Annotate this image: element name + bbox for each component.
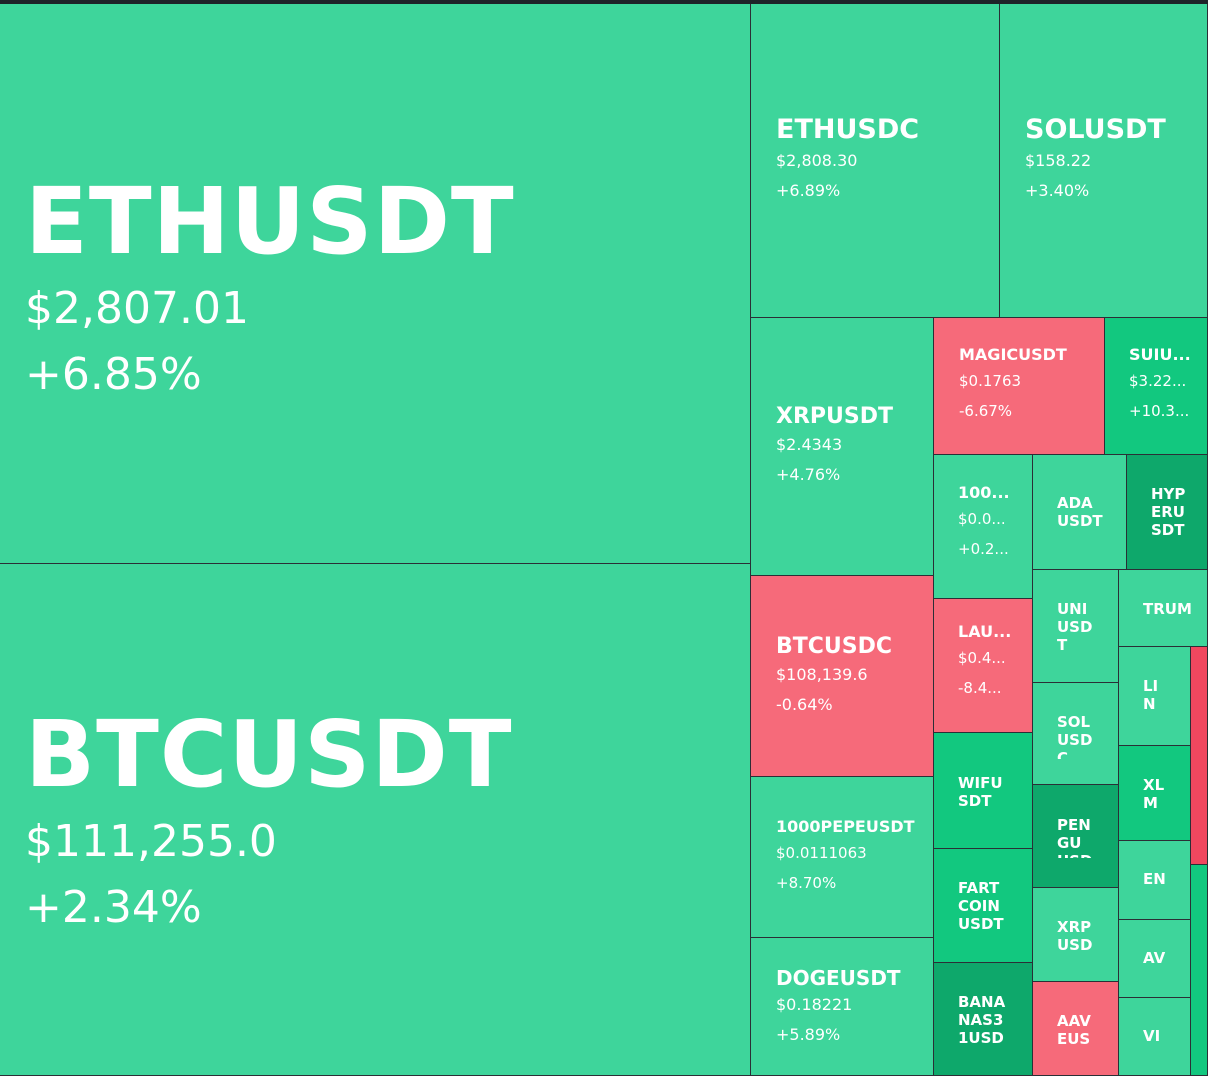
tile-symbol: SOL USD C — [1057, 713, 1093, 759]
tile-change: +10.3... — [1129, 401, 1190, 420]
tile-symbol: 1000PEPEUSDT — [776, 817, 915, 836]
tile-ethusdc[interactable]: ETHUSDC $2,808.30 +6.89% — [751, 4, 1000, 318]
tile-symbol: MAGICUSDT — [959, 345, 1067, 364]
tile-symbol: LAU... — [958, 622, 1012, 641]
tile-red-edge[interactable] — [1191, 647, 1208, 865]
tile-symbol: VI — [1143, 1027, 1161, 1045]
tile-symbol: UNI USD T — [1057, 600, 1093, 654]
tile-symbol: SOLUSDT — [1025, 114, 1166, 145]
tile-link[interactable]: LI N — [1119, 647, 1191, 746]
tile-solusdc[interactable]: SOL USD C — [1033, 683, 1119, 785]
tile-ethusdt[interactable]: ETHUSDT $2,807.01 +6.85% — [0, 4, 751, 564]
tile-magicusdt[interactable]: MAGICUSDT $0.1763 -6.67% — [934, 318, 1105, 455]
tile-solusdt[interactable]: SOLUSDT $158.22 +3.40% — [1000, 4, 1208, 318]
tile-price: $0.0111063 — [776, 843, 867, 862]
tile-change: +6.89% — [776, 181, 841, 201]
tile-pengu[interactable]: PEN GU USD — [1033, 785, 1119, 888]
tile-symbol: HYP ERU SDT — [1151, 485, 1186, 539]
tile-symbol: XRPUSDT — [776, 404, 894, 429]
tile-xlm[interactable]: XL M — [1119, 746, 1191, 841]
tile-symbol: AV — [1143, 949, 1166, 967]
tile-symbol: ETHUSDT — [25, 176, 515, 268]
tile-green-edge[interactable] — [1191, 865, 1208, 1076]
tile-uniusdt[interactable]: UNI USD T — [1033, 570, 1119, 683]
tile-suiusdt[interactable]: SUIU... $3.22... +10.3... — [1105, 318, 1208, 455]
tile-symbol: AAV EUS — [1057, 1012, 1091, 1048]
tile-price: $0.18221 — [776, 995, 853, 1014]
tile-symbol: FART COIN USDT — [958, 879, 1004, 933]
tile-price: $2,808.30 — [776, 151, 858, 171]
tile-price: $111,255.0 — [25, 816, 277, 867]
tile-symbol: XL M — [1143, 776, 1165, 812]
tile-ena[interactable]: EN — [1119, 841, 1191, 920]
tile-change: +4.76% — [776, 465, 841, 485]
tile-aaveusdt[interactable]: AAV EUS — [1033, 982, 1119, 1076]
tile-symbol: BANA NAS3 1USD — [958, 993, 1006, 1047]
tile-hyperusdt[interactable]: HYP ERU SDT — [1127, 455, 1208, 570]
tile-symbol: TRUM — [1143, 600, 1192, 618]
tile-launch[interactable]: LAU... $0.4... -8.4... — [934, 599, 1033, 733]
tile-symbol: ETHUSDC — [776, 114, 920, 145]
tile-symbol: 100... — [958, 483, 1010, 502]
tile-symbol: BTCUSDT — [25, 709, 513, 801]
tile-price: $158.22 — [1025, 151, 1092, 171]
tile-change: -0.64% — [776, 695, 833, 715]
tile-symbol: XRP USD — [1057, 918, 1093, 954]
tile-change: +6.85% — [25, 349, 202, 400]
tile-change: +3.40% — [1025, 181, 1090, 201]
tile-price: $2,807.01 — [25, 283, 249, 334]
tile-symbol: SUIU... — [1129, 345, 1191, 364]
tile-virtual[interactable]: VI — [1119, 998, 1191, 1076]
tile-symbol: BTCUSDC — [776, 634, 893, 659]
tile-change: +8.70% — [776, 873, 837, 892]
tile-100[interactable]: 100... $0.0... +0.2... — [934, 455, 1033, 599]
tile-wifusdt[interactable]: WIFU SDT — [934, 733, 1033, 849]
tile-symbol: ADA USDT — [1057, 494, 1103, 530]
top-border — [0, 0, 1208, 4]
tile-symbol: WIFU SDT — [958, 774, 1003, 810]
tile-fartcoin[interactable]: FART COIN USDT — [934, 849, 1033, 963]
tile-btcusdc[interactable]: BTCUSDC $108,139.6 -0.64% — [751, 576, 934, 777]
tile-price: $3.22... — [1129, 371, 1187, 390]
tile-change: +2.34% — [25, 882, 202, 933]
tile-change: -8.4... — [958, 678, 1002, 697]
tile-change: -6.67% — [959, 401, 1013, 420]
tile-symbol: LI N — [1143, 677, 1159, 713]
tile-symbol: EN — [1143, 870, 1166, 888]
tile-price: $108,139.6 — [776, 665, 868, 685]
tile-xrpusdt[interactable]: XRPUSDT $2.4343 +4.76% — [751, 318, 934, 576]
tile-xrpusdc[interactable]: XRP USD — [1033, 888, 1119, 982]
tile-adausdt[interactable]: ADA USDT — [1033, 455, 1127, 570]
tile-avax[interactable]: AV — [1119, 920, 1191, 998]
tile-change: +0.2... — [958, 539, 1009, 558]
tile-symbol: PEN GU USD — [1057, 816, 1092, 858]
tile-trump[interactable]: TRUM — [1119, 570, 1208, 647]
tile-dogeusdt[interactable]: DOGEUSDT $0.18221 +5.89% — [751, 938, 934, 1076]
tile-1000pepeusdt[interactable]: 1000PEPEUSDT $0.0111063 +8.70% — [751, 777, 934, 938]
tile-price: $2.4343 — [776, 435, 843, 455]
tile-price: $0.4... — [958, 648, 1006, 667]
tile-change: +5.89% — [776, 1025, 841, 1044]
tile-bananas31usdt[interactable]: BANA NAS3 1USD — [934, 963, 1033, 1076]
tile-symbol: DOGEUSDT — [776, 966, 901, 990]
tile-btcusdt[interactable]: BTCUSDT $111,255.0 +2.34% — [0, 564, 751, 1076]
tile-price: $0.0... — [958, 509, 1006, 528]
tile-price: $0.1763 — [959, 371, 1022, 390]
